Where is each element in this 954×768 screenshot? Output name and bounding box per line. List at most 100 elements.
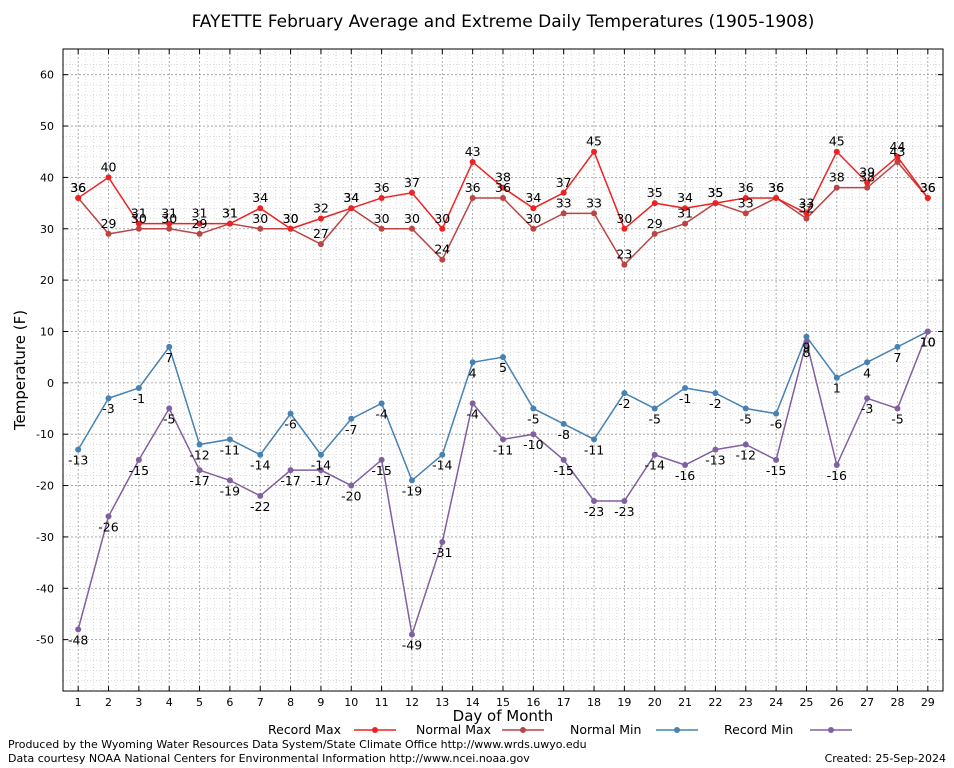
- record-min-point: [651, 451, 658, 458]
- record-max-point: [196, 220, 203, 227]
- normal-max-point: [469, 194, 476, 201]
- record-min-point: [75, 626, 82, 633]
- normal-max-data-label: 27: [313, 226, 329, 241]
- normal-max-data-label: 36: [920, 180, 936, 195]
- normal-max-point: [257, 225, 264, 232]
- record-min-point: [591, 497, 598, 504]
- record-max-data-label: 35: [707, 185, 723, 200]
- record-min-point: [196, 467, 203, 474]
- record-min-point: [560, 456, 567, 463]
- record-max-data-label: 43: [465, 144, 481, 159]
- record-max-data-label: 39: [859, 165, 875, 180]
- record-min-data-label: -15: [766, 463, 786, 478]
- normal-min-data-label: -14: [432, 458, 452, 473]
- record-min-data-label: -48: [68, 632, 88, 647]
- record-min-point: [833, 462, 840, 469]
- x-tick-label: 18: [587, 696, 601, 709]
- record-min-data-label: -11: [493, 442, 513, 457]
- record-max-point: [317, 215, 324, 222]
- record-max-data-label: 38: [495, 170, 511, 185]
- x-tick-label: 28: [890, 696, 904, 709]
- normal-min-point: [257, 451, 264, 458]
- legend-marker-record-max: [372, 727, 378, 733]
- normal-min-data-label: -13: [68, 453, 88, 468]
- record-max-point: [500, 184, 506, 191]
- record-max-data-label: 31: [222, 206, 238, 221]
- record-max-point: [803, 210, 810, 217]
- footer-credit-line1: Produced by the Wyoming Water Resources …: [8, 738, 587, 751]
- normal-min-data-label: -8: [557, 427, 570, 442]
- normal-max-point: [166, 225, 173, 232]
- record-min-point: [712, 446, 719, 453]
- record-min-point: [530, 431, 537, 438]
- record-max-point: [348, 205, 355, 212]
- y-tick-label: 30: [40, 223, 54, 236]
- normal-max-data-label: 36: [70, 180, 86, 195]
- normal-min-data-label: -4: [375, 406, 388, 421]
- record-min-data-label: -17: [189, 473, 209, 488]
- series: [75, 148, 931, 638]
- record-min-data-label: -5: [163, 412, 175, 427]
- record-max-data-label: 34: [343, 190, 359, 205]
- record-min-point: [135, 456, 142, 463]
- normal-max-data-label: 29: [192, 216, 208, 231]
- record-max-data-label: 45: [829, 134, 845, 149]
- normal-max-point: [135, 225, 142, 232]
- record-min-point: [408, 631, 415, 638]
- record-max-point: [166, 220, 173, 227]
- record-max-data-label: 31: [131, 206, 147, 221]
- normal-max-point: [530, 225, 537, 232]
- record-min-data-label: -26: [98, 519, 118, 534]
- y-tick-label: -30: [36, 531, 54, 544]
- record-max-point: [742, 194, 749, 201]
- record-min-point: [166, 405, 173, 412]
- record-max-data-label: 32: [313, 200, 329, 215]
- normal-max-data-label: 30: [252, 211, 268, 226]
- record-min-data-label: -49: [402, 638, 422, 653]
- record-min-point: [864, 395, 871, 402]
- chart-title: FAYETTE February Average and Extreme Dai…: [192, 12, 815, 32]
- record-min-data-label: -31: [432, 545, 452, 560]
- record-max-data-label: 44: [890, 139, 906, 154]
- normal-max-point: [682, 220, 689, 227]
- x-tick-label: 14: [466, 696, 480, 709]
- normal-min-point: [560, 420, 567, 427]
- record-max-point: [621, 225, 628, 232]
- x-tick-label: 9: [317, 696, 324, 709]
- normal-min-data-label: 7: [894, 350, 902, 365]
- normal-min-point: [894, 343, 901, 350]
- normal-max-point: [196, 230, 203, 237]
- record-min-data-label: -15: [371, 463, 391, 478]
- record-max-data-label: 34: [677, 190, 693, 205]
- record-min-point: [742, 441, 749, 448]
- x-tick-label: 19: [617, 696, 631, 709]
- x-tick-label: 21: [678, 696, 692, 709]
- record-min-data-label: -15: [553, 463, 573, 478]
- x-tick-label: 5: [196, 696, 203, 709]
- normal-max-data-label: 33: [586, 195, 602, 210]
- record-min-point: [257, 492, 264, 499]
- record-min-data-label: -17: [311, 473, 331, 488]
- legend-label-normal-max: Normal Max: [416, 722, 491, 737]
- normal-max-point: [560, 210, 567, 217]
- x-tick-label: 26: [830, 696, 844, 709]
- normal-min-data-label: -5: [740, 412, 752, 427]
- y-tick-label: 0: [47, 377, 54, 390]
- record-max-data-label: 36: [920, 180, 936, 195]
- normal-max-data-label: 29: [647, 216, 663, 231]
- x-tick-label: 13: [435, 696, 449, 709]
- normal-min-data-label: 7: [165, 350, 173, 365]
- normal-max-data-label: 32: [798, 200, 814, 215]
- normal-max-data-label: 30: [161, 211, 177, 226]
- y-tick-label: 10: [40, 325, 54, 338]
- record-max-point: [287, 225, 294, 232]
- normal-max-data-label: 33: [738, 195, 754, 210]
- record-min-point: [105, 513, 112, 520]
- x-tick-label: 7: [257, 696, 264, 709]
- record-min-data-label: -23: [584, 504, 604, 519]
- normal-max-point: [864, 184, 871, 191]
- x-tick-label: 11: [375, 696, 389, 709]
- record-max-point: [105, 174, 112, 181]
